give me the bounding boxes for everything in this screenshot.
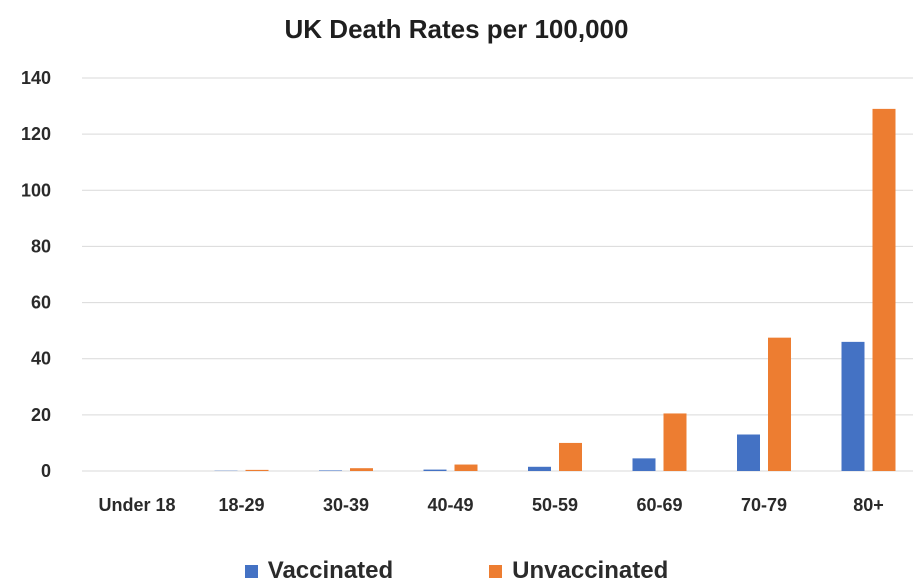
bar-unvaccinated-30-39 (350, 468, 373, 471)
legend-swatch-unvaccinated (489, 565, 502, 578)
x-category-label: 50-59 (532, 495, 578, 515)
legend: Vaccinated Unvaccinated (0, 558, 913, 584)
x-category-label: Under 18 (98, 495, 175, 515)
x-category-label: 60-69 (636, 495, 682, 515)
y-tick-label: 60 (31, 293, 51, 313)
y-tick-label: 140 (21, 68, 51, 88)
y-tick-label: 20 (31, 405, 51, 425)
x-category-label: 70-79 (741, 495, 787, 515)
x-category-label: 30-39 (323, 495, 369, 515)
y-tick-label: 120 (21, 124, 51, 144)
legend-label-vaccinated: Vaccinated (268, 557, 393, 585)
x-axis-categories: Under 18 18-29 30-39 40-49 50-59 60-69 70-79 80… (98, 495, 883, 515)
y-tick-label: 0 (41, 461, 51, 481)
legend-label-unvaccinated: Unvaccinated (512, 557, 668, 585)
y-axis-ticks: 0 20 40 60 80 100 120 140 (21, 68, 51, 481)
x-category-label: 40-49 (427, 495, 473, 515)
bar-vaccinated-30-39 (319, 470, 342, 471)
x-category-label: 80+ (853, 495, 884, 515)
x-category-label: 18-29 (218, 495, 264, 515)
bar-vaccinated-40-49 (424, 470, 447, 471)
bars (215, 109, 896, 471)
bar-vaccinated-80- (842, 342, 865, 471)
bar-unvaccinated-70-79 (768, 338, 791, 471)
y-tick-label: 80 (31, 236, 51, 256)
legend-item-vaccinated: Vaccinated (245, 558, 393, 584)
legend-item-unvaccinated: Unvaccinated (489, 558, 668, 584)
bar-unvaccinated-80- (873, 109, 896, 471)
y-tick-label: 100 (21, 180, 51, 200)
bar-unvaccinated-50-59 (559, 443, 582, 471)
bar-unvaccinated-60-69 (664, 413, 687, 471)
bar-vaccinated-50-59 (528, 467, 551, 471)
bar-vaccinated-60-69 (633, 458, 656, 471)
legend-swatch-vaccinated (245, 565, 258, 578)
bar-unvaccinated-40-49 (455, 465, 478, 471)
bar-vaccinated-70-79 (737, 435, 760, 471)
bar-unvaccinated-18-29 (246, 470, 269, 471)
y-tick-label: 40 (31, 349, 51, 369)
